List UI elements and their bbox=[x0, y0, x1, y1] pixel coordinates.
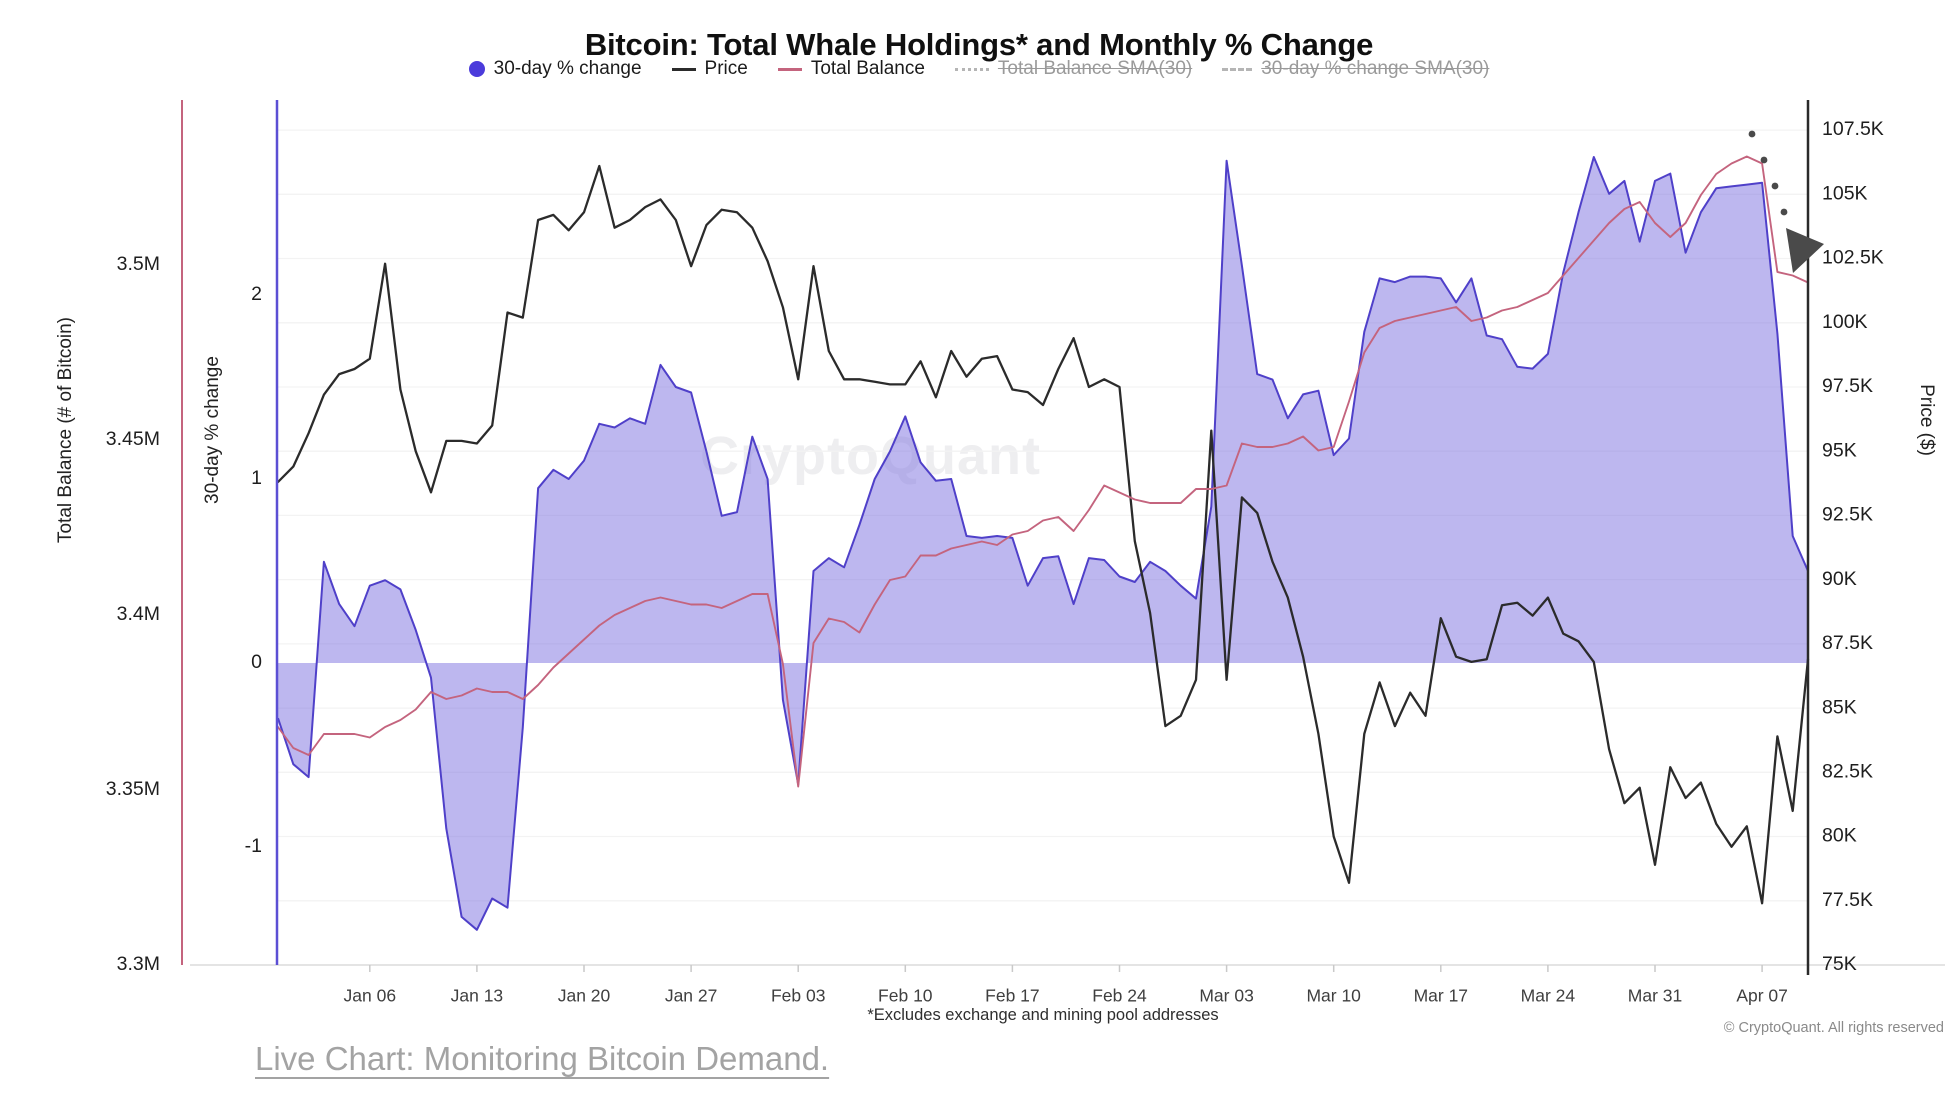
legend-item-30day-change[interactable]: 30-day % change bbox=[468, 58, 642, 80]
x-tick-label: Jan 13 bbox=[451, 986, 504, 1006]
x-tick-label: Mar 31 bbox=[1628, 986, 1682, 1006]
balance-tick-label: 3.35M bbox=[106, 778, 160, 800]
x-tick-label: Feb 24 bbox=[1092, 986, 1147, 1006]
price-tick-label: 82.5K bbox=[1822, 760, 1873, 782]
legend-label: Price bbox=[704, 58, 748, 79]
price-tick-label: 80K bbox=[1822, 825, 1857, 847]
legend-item-30day-change-sma[interactable]: 30-day % change SMA(30) bbox=[1222, 58, 1489, 80]
arrow-head bbox=[1786, 228, 1824, 273]
x-tick-label: Mar 10 bbox=[1306, 986, 1361, 1006]
copyright-notice: © CryptoQuant. All rights reserved bbox=[1723, 1020, 1944, 1036]
balance-tick-label: 3.5M bbox=[117, 253, 160, 275]
percent-tick-label: -1 bbox=[245, 835, 262, 857]
page-title: Bitcoin: Total Whale Holdings* and Month… bbox=[584, 26, 1374, 62]
price-tick-label: 97.5K bbox=[1822, 375, 1873, 397]
legend-item-total-balance[interactable]: Total Balance bbox=[777, 58, 925, 80]
legend-label: 30-day % change SMA(30) bbox=[1261, 58, 1490, 79]
live-chart-link[interactable]: Live Chart: Monitoring Bitcoin Demand. bbox=[255, 1040, 830, 1077]
legend-label: Total Balance SMA(30) bbox=[997, 58, 1193, 79]
x-tick-label: Mar 24 bbox=[1521, 986, 1576, 1006]
legend-item-total-balance-sma[interactable]: Total Balance SMA(30) bbox=[954, 58, 1193, 80]
total-balance-line bbox=[277, 155, 1809, 788]
price-tick-label: 100K bbox=[1822, 311, 1868, 333]
balance-tick-label: 3.3M bbox=[117, 953, 160, 975]
price-tick-label: 75K bbox=[1822, 953, 1857, 975]
footnote: *Excludes exchange and mining pool addre… bbox=[867, 1006, 1219, 1024]
arrow-dot bbox=[1780, 208, 1788, 216]
x-tick-label: Feb 17 bbox=[985, 986, 1039, 1006]
x-tick-label: Jan 27 bbox=[665, 986, 718, 1006]
area-30day-change-border bbox=[277, 156, 1809, 931]
x-tick-label: Feb 10 bbox=[878, 986, 933, 1006]
x-tick-label: Mar 17 bbox=[1414, 986, 1468, 1006]
arrow-dot bbox=[1771, 182, 1779, 190]
legend: 30-day % change Price Total Balance Tota… bbox=[0, 58, 1958, 80]
balance-tick-label: 3.4M bbox=[117, 603, 160, 625]
percent-tick-label: 1 bbox=[251, 467, 262, 489]
legend-label: 30-day % change bbox=[493, 58, 642, 79]
trend-arrow-annotation-icon bbox=[1748, 130, 1824, 273]
price-tick-label: 102.5K bbox=[1822, 247, 1884, 269]
price-tick-label: 105K bbox=[1822, 182, 1868, 204]
percent-tick-label: 0 bbox=[251, 651, 262, 673]
price-tick-label: 90K bbox=[1822, 568, 1857, 590]
arrow-dot bbox=[1760, 156, 1768, 164]
legend-label: Total Balance bbox=[810, 58, 925, 79]
arrow-dot bbox=[1748, 130, 1756, 138]
dotted-line-swatch-icon bbox=[954, 67, 989, 71]
legend-item-price[interactable]: Price bbox=[671, 58, 748, 80]
price-tick-label: 85K bbox=[1822, 696, 1857, 718]
price-tick-label: 77.5K bbox=[1822, 889, 1873, 911]
price-tick-label: 95K bbox=[1822, 439, 1857, 461]
area-series-swatch-icon bbox=[468, 61, 485, 77]
x-tick-label: Jan 06 bbox=[344, 986, 397, 1006]
x-tick-label: Jan 20 bbox=[558, 986, 611, 1006]
price-line bbox=[276, 164, 1810, 905]
area-30day-change bbox=[278, 157, 1808, 930]
balance-tick-label: 3.45M bbox=[106, 428, 160, 450]
dashed-line-swatch-icon bbox=[1222, 67, 1253, 71]
price-tick-label: 107.5K bbox=[1822, 118, 1884, 140]
price-line-swatch-icon bbox=[671, 67, 696, 71]
price-tick-label: 87.5K bbox=[1822, 632, 1873, 654]
price-tick-label: 92.5K bbox=[1822, 504, 1873, 526]
balance-line-swatch-icon bbox=[777, 67, 802, 71]
percent-tick-label: 2 bbox=[251, 283, 262, 305]
x-tick-label: Feb 03 bbox=[771, 986, 825, 1006]
x-tick-label: Mar 03 bbox=[1199, 986, 1253, 1006]
x-tick-label: Apr 07 bbox=[1736, 986, 1788, 1006]
